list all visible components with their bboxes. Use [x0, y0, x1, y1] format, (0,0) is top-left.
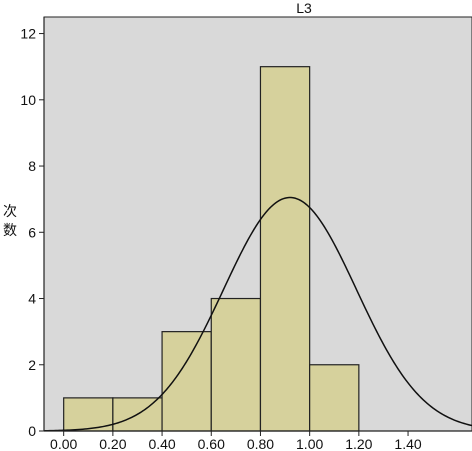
y-tick-label: 12 [20, 26, 36, 42]
x-tick-label: 1.20 [345, 436, 372, 451]
y-tick-label: 4 [28, 291, 36, 307]
x-tick-label: 1.40 [394, 436, 421, 451]
axes-group: 0 2 4 6 8 10 12 0.00 0.20 0.40 0.60 0.80 1.00 1.20 1.4… [20, 17, 472, 451]
y-tick-label: 2 [28, 357, 36, 373]
y-tick-label: 6 [28, 224, 36, 240]
histogram-bar-5 [259, 66, 311, 432]
x-tick-label: 0.60 [198, 436, 225, 451]
y-tick-label: 0 [28, 423, 36, 439]
histogram-bar-3 [161, 331, 212, 432]
histogram-bar-4 [210, 297, 262, 432]
y-axis-label: 次数 [3, 204, 17, 239]
x-tick-label: 0.00 [50, 436, 77, 451]
x-tick-label: 1.00 [296, 436, 323, 451]
y-tick-label: 8 [28, 158, 36, 174]
y-axis-label-char: 数 [3, 223, 17, 239]
x-tick-label: 0.80 [247, 436, 274, 451]
x-tick-label: 0.40 [148, 436, 175, 451]
x-tick-label: 0.20 [99, 436, 126, 451]
y-axis-label-char: 次 [3, 204, 17, 220]
chart-title: L3 [296, 0, 312, 16]
histogram-bar-6 [309, 364, 360, 432]
y-tick-label: 10 [20, 92, 36, 108]
bars-group [63, 66, 360, 432]
normal-curve [43, 196, 472, 432]
